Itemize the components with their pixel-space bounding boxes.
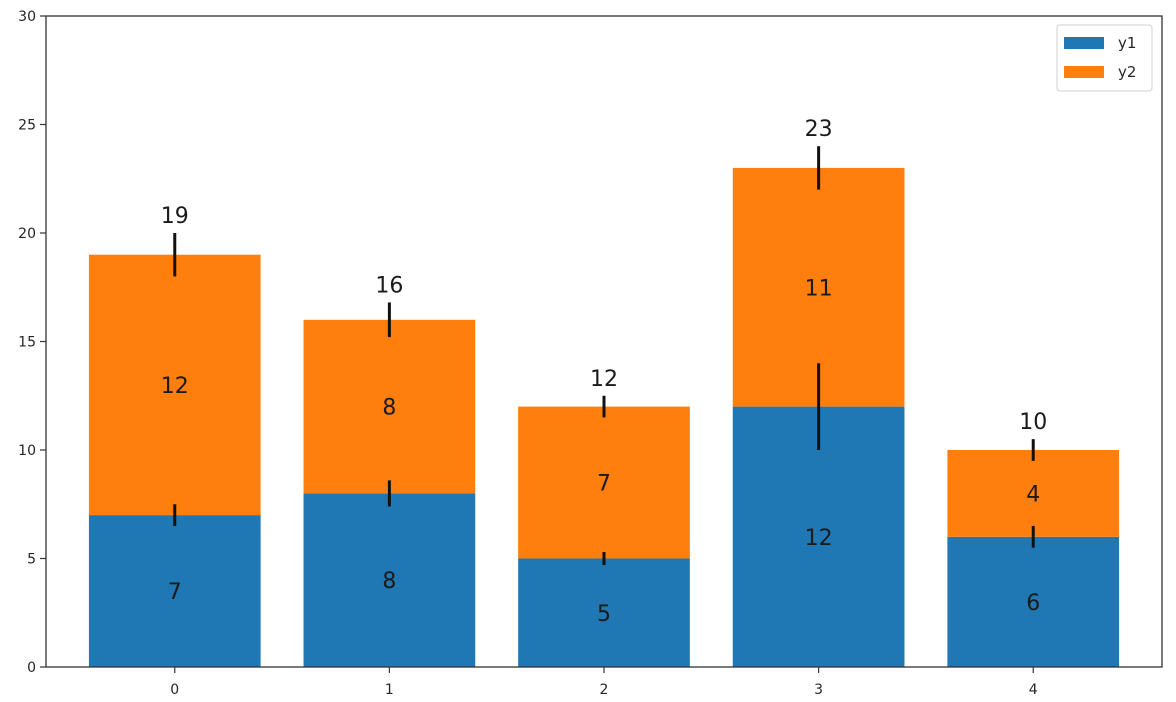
legend: y1 y2 — [1056, 24, 1153, 92]
y-tick-label: 20 — [18, 226, 36, 242]
x-tick-label: 3 — [814, 682, 823, 698]
total-label-1: 16 — [375, 273, 403, 298]
error-bars-layer — [173, 146, 1035, 566]
y-tick-label: 30 — [18, 9, 36, 25]
y-tick-label: 5 — [27, 552, 36, 568]
total-label-2: 12 — [590, 367, 618, 392]
total-label-4: 10 — [1019, 410, 1047, 435]
legend-label-y2: y2 — [1118, 63, 1136, 81]
legend-swatch-y2 — [1064, 66, 1104, 78]
segment-label-y2-0: 12 — [161, 374, 189, 399]
legend-box — [1056, 24, 1153, 92]
bar-y1-4 — [947, 536, 1120, 667]
y-tick-label: 15 — [18, 335, 36, 351]
total-label-0: 19 — [161, 204, 189, 229]
bar-y2-1 — [303, 319, 476, 494]
x-tick-label: 4 — [1029, 682, 1038, 698]
segment-label-y2-1: 8 — [382, 396, 396, 421]
y-tick-label: 10 — [18, 443, 36, 459]
legend-swatch-y1 — [1064, 37, 1104, 49]
segment-label-y1-0: 7 — [168, 580, 182, 605]
x-axis: 0 1 2 3 4 — [170, 667, 1038, 698]
segment-label-y2-4: 4 — [1026, 482, 1040, 507]
segment-label-y2-3: 11 — [805, 276, 833, 301]
segment-label-y1-1: 8 — [382, 569, 396, 594]
bar-y2-2 — [518, 406, 690, 559]
segment-label-y1-3: 12 — [805, 526, 833, 551]
x-tick-label: 2 — [600, 682, 609, 698]
legend-label-y1: y1 — [1118, 34, 1136, 52]
y-tick-label: 0 — [27, 660, 36, 676]
total-label-3: 23 — [805, 117, 833, 142]
y-tick-label: 25 — [18, 118, 36, 134]
segment-label-y1-4: 6 — [1026, 591, 1040, 616]
bar-y2-4 — [947, 450, 1120, 537]
bar-y1-1 — [303, 493, 476, 667]
bar-y2-0 — [88, 254, 261, 516]
segment-label-y2-2: 7 — [597, 472, 611, 497]
y-axis: 0 5 10 15 20 25 30 — [18, 9, 46, 676]
bar-labels-layer: 7 12 19 8 8 16 5 7 12 12 11 23 6 4 10 — [161, 117, 1047, 627]
bar-y1-2 — [518, 558, 690, 667]
x-tick-label: 1 — [385, 682, 394, 698]
x-tick-label: 0 — [170, 682, 179, 698]
bar-y1-0 — [88, 515, 261, 667]
segment-label-y1-2: 5 — [597, 602, 611, 627]
